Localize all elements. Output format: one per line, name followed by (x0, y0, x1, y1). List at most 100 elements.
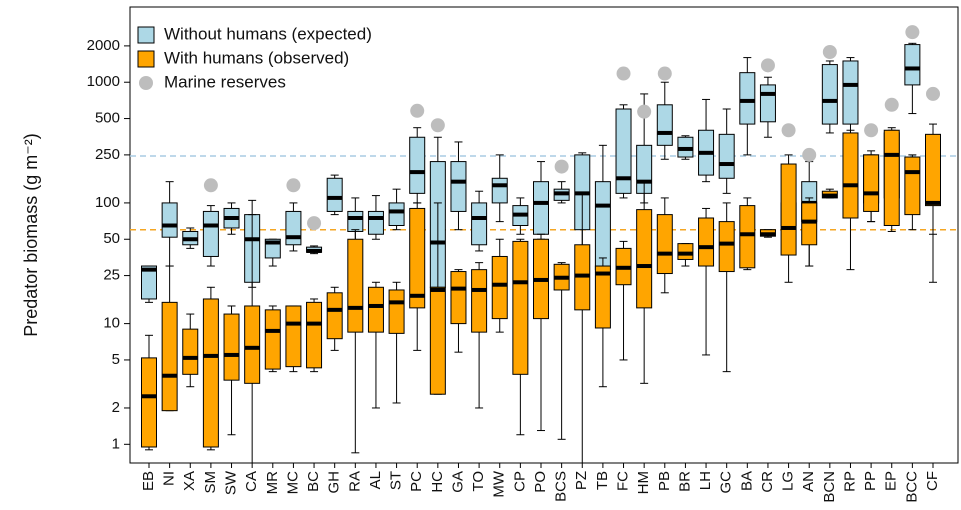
x-tick-label: PO (532, 471, 549, 493)
box (450, 271, 467, 325)
reserve-dot (286, 178, 301, 193)
x-tick-label: EB (140, 471, 157, 491)
box (491, 255, 508, 320)
x-tick-label: EP (883, 471, 900, 491)
x-tick-label: LG (780, 471, 797, 491)
box (409, 207, 426, 309)
box (264, 309, 281, 370)
y-tick-label: 1 (112, 435, 120, 452)
reserve-dot (657, 66, 672, 81)
y-tick-label: 500 (95, 110, 120, 127)
y-tick-label: 2000 (87, 37, 120, 54)
reserve-dot (781, 123, 796, 138)
reserve-dot (822, 44, 837, 59)
x-tick-label: PB (656, 471, 673, 491)
box (842, 132, 859, 219)
box (471, 269, 488, 333)
box (182, 328, 199, 375)
x-tick-label: AN (800, 471, 817, 492)
x-tick-label: BCC (903, 471, 920, 503)
reserve-dot (905, 25, 920, 40)
legend-marker (137, 50, 155, 68)
x-tick-label: NI (161, 471, 178, 486)
x-tick-label: MC (284, 471, 301, 494)
x-tick-label: GC (718, 471, 735, 494)
box (306, 301, 323, 369)
box (656, 214, 673, 275)
box (615, 108, 632, 194)
x-tick-label: CA (243, 471, 260, 492)
box (636, 209, 653, 309)
y-tick-label: 5 (112, 351, 120, 368)
reserve-dot (616, 66, 631, 81)
x-tick-label: CF (924, 471, 941, 491)
box (388, 289, 405, 334)
x-tick-label: ST (388, 471, 405, 490)
reserve-dot (760, 58, 775, 73)
legend-label: Marine reserves (164, 72, 286, 91)
legend-marker (139, 76, 153, 90)
box (759, 84, 776, 123)
x-tick-label: BC (305, 471, 322, 492)
x-tick-label: CP (511, 471, 528, 492)
x-tick-label: PP (862, 471, 879, 491)
x-tick-label: GA (449, 471, 466, 493)
box (718, 133, 735, 179)
reserve-dot (410, 103, 425, 118)
x-tick-label: BCS (553, 471, 570, 502)
box (367, 210, 384, 235)
reserve-dot (203, 178, 218, 193)
x-tick-label: RP (841, 471, 858, 492)
x-tick-label: BR (676, 471, 693, 492)
reserve-dot (637, 104, 652, 119)
box (285, 305, 302, 368)
x-tick-label: AL (367, 471, 384, 489)
box (656, 104, 673, 146)
box (904, 44, 921, 86)
box (223, 313, 240, 381)
reserve-dot (307, 216, 322, 231)
box (347, 238, 364, 333)
box (594, 181, 611, 271)
reserve-dot (926, 86, 940, 101)
box (347, 210, 364, 232)
box (471, 202, 488, 246)
box (594, 265, 611, 329)
y-axis-label: Predator biomass (g m⁻²) (21, 133, 41, 337)
x-tick-label: XA (181, 471, 198, 491)
x-tick-label: CR (759, 471, 776, 493)
reserve-dot (554, 159, 569, 174)
box (801, 202, 818, 246)
box (863, 154, 880, 212)
box (161, 301, 178, 412)
x-tick-label: PZ (573, 471, 590, 490)
reserve-dot (864, 123, 879, 138)
x-tick-label: SW (222, 470, 239, 495)
box (821, 64, 838, 125)
x-tick-label: FC (614, 471, 631, 491)
box (326, 177, 343, 212)
box (429, 286, 446, 395)
x-tick-label: RA (346, 471, 363, 492)
box (533, 181, 549, 235)
box (202, 210, 219, 257)
x-tick-label: HC (429, 471, 446, 493)
y-tick-label: 25 (103, 267, 120, 284)
y-tick-label: 50 (103, 230, 120, 247)
box (842, 60, 859, 125)
box (677, 243, 694, 260)
box (141, 357, 157, 448)
box (202, 298, 219, 448)
x-tick-label: BCN (821, 471, 838, 503)
y-tick-label: 250 (95, 146, 120, 163)
y-tick-label: 2 (112, 399, 120, 416)
plot-frame (129, 6, 959, 464)
box (739, 72, 756, 125)
legend-marker (137, 26, 155, 44)
box (780, 163, 797, 256)
x-tick-label: LH (697, 471, 714, 490)
box (698, 217, 715, 267)
x-tick-label: GH (326, 471, 343, 494)
box (388, 202, 405, 226)
